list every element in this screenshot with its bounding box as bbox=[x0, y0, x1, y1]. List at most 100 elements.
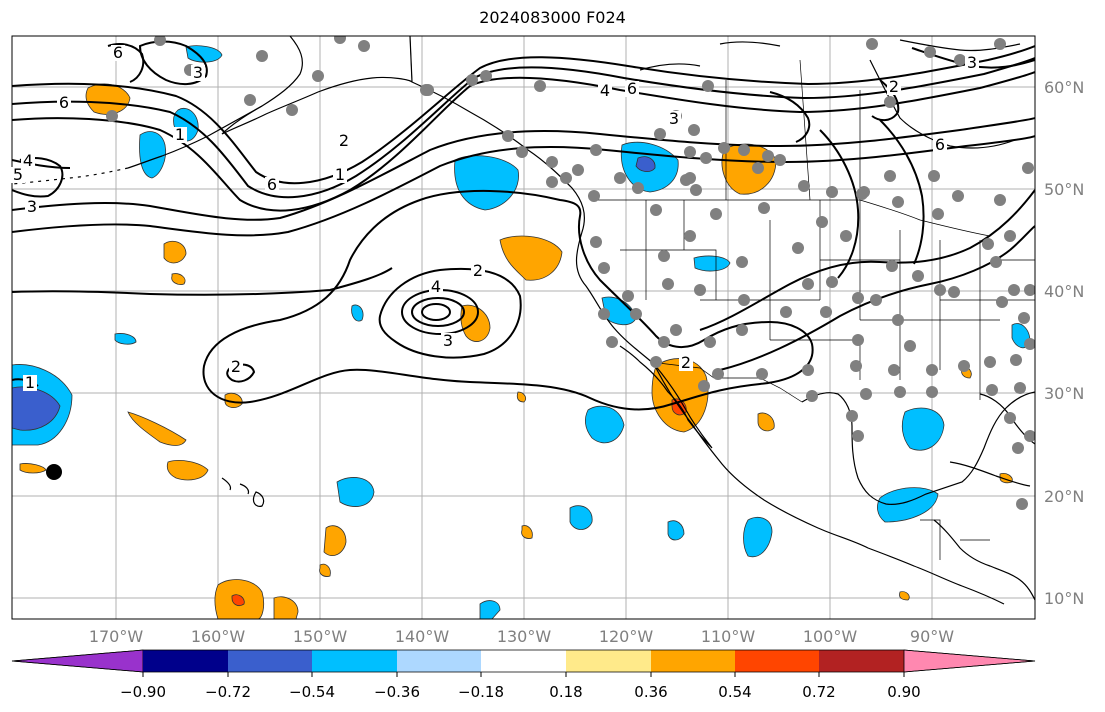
colorbar-tick-label: 0.18 bbox=[549, 683, 582, 701]
coastline-gulf-of-mexico bbox=[801, 391, 1035, 505]
contour-label-bg bbox=[57, 95, 71, 111]
contour-label: 1 bbox=[335, 165, 345, 184]
contour-label: 3 bbox=[443, 331, 453, 350]
station-marker bbox=[106, 110, 118, 122]
positive-anomaly-patch bbox=[127, 411, 187, 446]
colorbar-segment bbox=[735, 650, 819, 672]
latitude-axis: 60°N 50°N 40°N 30°N 20°N 10°N bbox=[1044, 78, 1084, 608]
contour-label: 2 bbox=[681, 353, 691, 372]
station-marker bbox=[358, 40, 370, 52]
colorbar-segment bbox=[143, 650, 228, 672]
contour-label-bg bbox=[23, 375, 37, 391]
station-marker bbox=[718, 142, 730, 154]
station-marker bbox=[1024, 430, 1035, 442]
station-marker bbox=[572, 164, 584, 176]
contour-label-bg bbox=[933, 137, 947, 153]
station-marker bbox=[904, 340, 916, 352]
station-marker bbox=[1016, 498, 1028, 510]
station-marker bbox=[422, 84, 434, 96]
longitude-tick-label: 130°W bbox=[497, 627, 552, 646]
station-marker bbox=[826, 186, 838, 198]
contour-label: 5 bbox=[13, 165, 23, 184]
station-marker bbox=[736, 324, 748, 336]
station-marker bbox=[888, 364, 900, 376]
positive-anomaly-patch bbox=[499, 235, 563, 281]
station-marker bbox=[694, 284, 706, 296]
station-marker bbox=[852, 430, 864, 442]
positive-anomaly-patch bbox=[757, 412, 775, 432]
negative-anomaly-patch bbox=[139, 131, 167, 179]
station-marker bbox=[884, 170, 896, 182]
station-marker bbox=[1012, 442, 1024, 454]
positive-anomaly-patch bbox=[273, 596, 299, 619]
colorbar-extend-min bbox=[11, 649, 144, 673]
station-marker bbox=[752, 162, 764, 174]
contour-label-bg bbox=[191, 65, 205, 81]
station-marker bbox=[606, 336, 618, 348]
contour-label: 4 bbox=[600, 81, 610, 100]
contour-line bbox=[12, 71, 1035, 212]
contour-label: 4 bbox=[431, 277, 441, 296]
contour-label-bg bbox=[11, 167, 25, 183]
station-marker bbox=[560, 172, 572, 184]
longitude-tick-label: 90°W bbox=[910, 627, 954, 646]
station-marker bbox=[684, 146, 696, 158]
contour-label-bg bbox=[25, 199, 39, 215]
station-marker bbox=[662, 278, 674, 290]
station-marker bbox=[700, 152, 712, 164]
contour-label: 1 bbox=[25, 373, 35, 392]
station-marker bbox=[986, 384, 998, 396]
station-marker bbox=[1004, 230, 1016, 242]
positive-anomaly-patch bbox=[163, 240, 187, 264]
station-marker bbox=[632, 182, 644, 194]
contour-label-bg bbox=[667, 111, 681, 127]
contour-label: 4 bbox=[23, 151, 33, 170]
contour-label-bg bbox=[625, 81, 639, 97]
station-marker bbox=[1024, 338, 1035, 350]
colorbar-tick-label: 0.72 bbox=[802, 683, 835, 701]
negative-anomaly-patch bbox=[877, 487, 939, 523]
contour-label: 3 bbox=[967, 53, 977, 72]
station-marker bbox=[802, 278, 814, 290]
station-marker bbox=[684, 230, 696, 242]
station-marker bbox=[886, 260, 898, 272]
positive-anomaly-patch bbox=[231, 594, 245, 606]
negative-anomaly-patch bbox=[743, 516, 773, 558]
contour-label: 1 bbox=[175, 125, 185, 144]
station-marker bbox=[736, 256, 748, 268]
negative-anomaly-patch bbox=[454, 155, 519, 211]
contour-label-bg bbox=[111, 45, 125, 61]
station-marker bbox=[244, 94, 256, 106]
station-marker bbox=[852, 334, 864, 346]
station-marker bbox=[546, 156, 558, 168]
station-marker bbox=[870, 294, 882, 306]
contour-label: 6 bbox=[627, 79, 637, 98]
station-markers bbox=[106, 36, 1035, 510]
station-marker bbox=[1008, 284, 1020, 296]
contour-line bbox=[719, 225, 1035, 371]
station-marker bbox=[630, 308, 642, 320]
colorbar-tick-label: 0.36 bbox=[634, 683, 667, 701]
station-marker bbox=[688, 124, 700, 136]
contour-label: 3 bbox=[669, 109, 679, 128]
station-marker bbox=[738, 144, 750, 156]
colorbar-segment bbox=[397, 650, 481, 672]
negative-anomaly-patch bbox=[635, 156, 656, 172]
negative-anomaly-patch bbox=[584, 405, 625, 444]
station-marker bbox=[952, 190, 964, 202]
station-marker bbox=[534, 80, 546, 92]
station-marker bbox=[850, 360, 862, 372]
contour-label-bg bbox=[471, 263, 485, 279]
station-marker bbox=[762, 150, 774, 162]
contour-line bbox=[879, 119, 925, 265]
contour-label: 3 bbox=[27, 197, 37, 216]
station-marker bbox=[1024, 284, 1035, 296]
longitude-tick-label: 140°W bbox=[395, 627, 450, 646]
central-america-borders bbox=[920, 519, 990, 560]
contour-line bbox=[226, 363, 256, 383]
contour-line bbox=[699, 189, 1035, 331]
station-marker bbox=[1018, 312, 1030, 324]
station-marker bbox=[806, 390, 818, 402]
